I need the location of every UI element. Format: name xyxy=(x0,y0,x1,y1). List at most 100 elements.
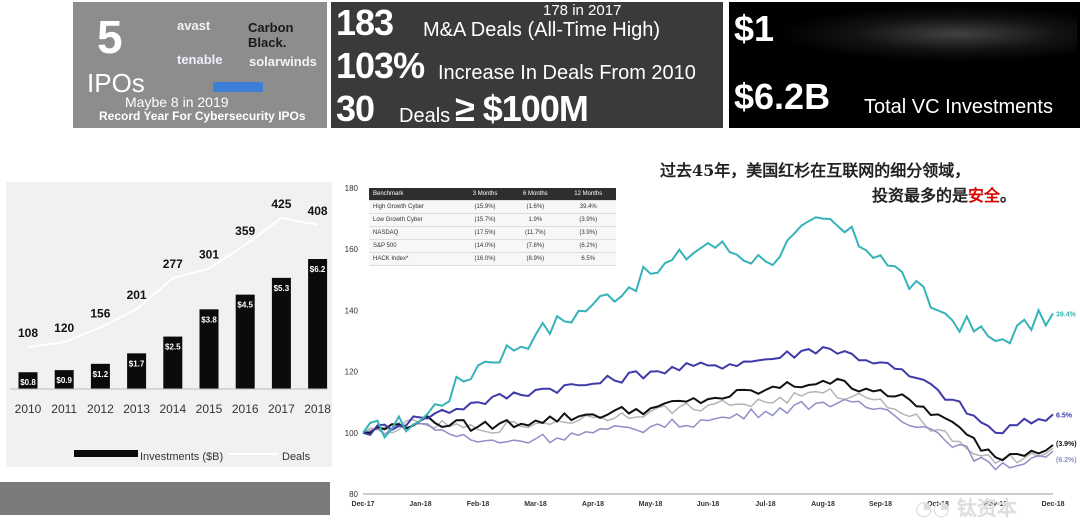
bar-value-label: $3.8 xyxy=(201,315,217,324)
annotation-highlight: 安全 xyxy=(968,186,1001,205)
annotation-line2: 投资最多的是安全。 xyxy=(872,182,1016,206)
benchmark-cell: High Growth Cyber xyxy=(369,200,460,214)
benchmark-table: Benchmark 3 Months 6 Months 12 Months High G… xyxy=(369,188,616,266)
watermark: ◔◔ 钛资本 xyxy=(915,496,1017,520)
ma-panel: 183 178 in 2017 M&A Deals (All-Time High… xyxy=(331,2,723,129)
benchmark-row: HACK Index* (16.0%) (8.9%) 6.5% xyxy=(369,252,616,266)
series-end-label: (6.2%) xyxy=(1056,457,1077,464)
x-tick-label: Jan-18 xyxy=(409,501,431,508)
benchmark-row: S&P 500 (14.0%) (7.8%) (6.2%) xyxy=(369,239,616,253)
y-tick-label: 180 xyxy=(345,184,359,193)
x-tick-label: 2018 xyxy=(304,402,331,416)
benchmark-cell: (16.0%) xyxy=(459,252,511,266)
y-tick-label: 140 xyxy=(345,306,359,315)
benchmark-cell: 1.9% xyxy=(510,213,561,227)
benchmark-cell: (11.7%) xyxy=(510,226,561,240)
x-tick-label: May-18 xyxy=(639,501,663,508)
x-tick-label: Dec-18 xyxy=(1042,501,1065,508)
benchmark-cell: (7.8%) xyxy=(510,239,561,253)
x-tick-label: 2011 xyxy=(51,402,77,416)
bar-value-label: $5.3 xyxy=(274,284,290,293)
bar-value-label: $1.2 xyxy=(93,370,109,379)
x-tick-label: 2016 xyxy=(232,402,259,416)
benchmark-cell: (8.9%) xyxy=(510,252,561,266)
benchmark-header-row: Benchmark 3 Months 6 Months 12 Months xyxy=(369,188,616,201)
ipo-count: 5 xyxy=(97,11,123,63)
vc-label: Total VC Investments xyxy=(864,96,1053,118)
deals-value-label: 359 xyxy=(235,224,255,238)
big-deals-count: 30 xyxy=(336,88,375,129)
big-deals-label: Deals xyxy=(399,105,451,127)
y-tick-label: 100 xyxy=(345,429,359,438)
series-end-label: 6.5% xyxy=(1056,412,1073,419)
series-line xyxy=(362,387,1054,465)
bar-value-label: $6.2 xyxy=(310,265,326,274)
tenable-logo: tenable xyxy=(177,52,223,67)
benchmark-cell: (6.2%) xyxy=(560,239,616,253)
annotation-line1: 过去45年，美国红杉在互联网的细分领域， xyxy=(660,161,971,180)
deals-value-label: 301 xyxy=(199,247,219,261)
carbon-black-logo: Carbon Black. xyxy=(248,20,294,50)
deals-value-label: 408 xyxy=(308,204,328,218)
benchmark-cell: 39.4% xyxy=(560,200,616,214)
bar-value-label: $2.5 xyxy=(165,343,181,352)
benchmark-row: High Growth Cyber (15.9%) (1.6%) 39.4% xyxy=(369,200,616,214)
x-tick-label: Apr-18 xyxy=(582,501,604,508)
blue-logo-icon xyxy=(213,82,263,92)
x-tick-label: Oct-18 xyxy=(927,501,949,508)
benchmark-cell: (15.9%) xyxy=(459,200,511,214)
investment-bar xyxy=(18,372,38,389)
legend-label-deals: Deals xyxy=(282,451,311,463)
series-line xyxy=(362,346,1054,437)
deals-line xyxy=(27,216,318,348)
investments-deals-chart: $0.8 2010 108 $0.9 2011 120 $1.2 2012 156 $1.7 201… xyxy=(10,197,331,463)
ipo-label: IPOs xyxy=(87,68,145,98)
bottom-left-panel xyxy=(0,482,330,515)
x-tick-label: 2015 xyxy=(196,402,223,416)
x-tick-label: Aug-18 xyxy=(811,501,835,508)
series-line xyxy=(362,398,1054,471)
benchmark-cell: S&P 500 xyxy=(369,239,460,253)
x-tick-label: Sep-18 xyxy=(869,501,892,508)
avast-logo: avast xyxy=(177,18,211,33)
benchmark-header-cell: 12 Months xyxy=(560,188,616,201)
benchmark-cell: (17.5%) xyxy=(459,226,511,240)
deals-value-label: 425 xyxy=(271,197,291,211)
x-tick-label: Feb-18 xyxy=(467,501,490,508)
bar-value-label: $1.7 xyxy=(129,359,145,368)
benchmark-header-cell: 3 Months xyxy=(459,188,511,201)
investment-bar xyxy=(90,363,110,389)
y-tick-label: 80 xyxy=(349,490,358,499)
benchmark-cell: (14.0%) xyxy=(459,239,511,253)
bar-value-label: $0.8 xyxy=(20,378,36,387)
x-tick-label: 2013 xyxy=(123,402,150,416)
series-end-label: (3.9%) xyxy=(1056,441,1077,448)
vc-top-value: $1 xyxy=(734,8,775,49)
investment-bar xyxy=(199,309,219,389)
benchmark-cell: (15.7%) xyxy=(459,213,511,227)
x-tick-label: Jul-18 xyxy=(755,501,775,508)
annotation-prefix: 投资最多的是 xyxy=(872,186,969,205)
x-tick-label: Jun-18 xyxy=(697,501,720,508)
benchmark-cell: Low Growth Cyber xyxy=(369,213,460,227)
investment-bar xyxy=(127,353,147,389)
obscured-area xyxy=(777,6,1077,62)
ipo-panel: 5 IPOs avast Carbon Black. tenable solar… xyxy=(73,2,327,128)
deals-value-label: 108 xyxy=(18,326,38,340)
left-chart-panel: $0.8 2010 108 $0.9 2011 120 $1.2 2012 156 $1.7 201… xyxy=(6,182,332,467)
benchmark-cell: (1.6%) xyxy=(510,200,561,214)
y-tick-label: 160 xyxy=(345,245,359,254)
investment-bar xyxy=(54,370,74,389)
benchmark-cell: 6.5% xyxy=(560,252,616,266)
x-tick-label: 2010 xyxy=(15,402,42,416)
big-deals-threshold: ≥ $100M xyxy=(455,88,589,129)
investment-bar xyxy=(308,259,328,389)
investment-bar xyxy=(235,294,255,389)
legend-swatch-investments xyxy=(74,450,138,457)
series-line xyxy=(362,216,1054,440)
bar-value-label: $4.5 xyxy=(237,301,253,310)
increase-label: Increase In Deals From 2010 xyxy=(438,62,696,84)
bar-value-label: $0.9 xyxy=(56,376,72,385)
x-tick-label: 2017 xyxy=(268,402,295,416)
legend-label-investments: Investments ($B) xyxy=(140,451,223,463)
